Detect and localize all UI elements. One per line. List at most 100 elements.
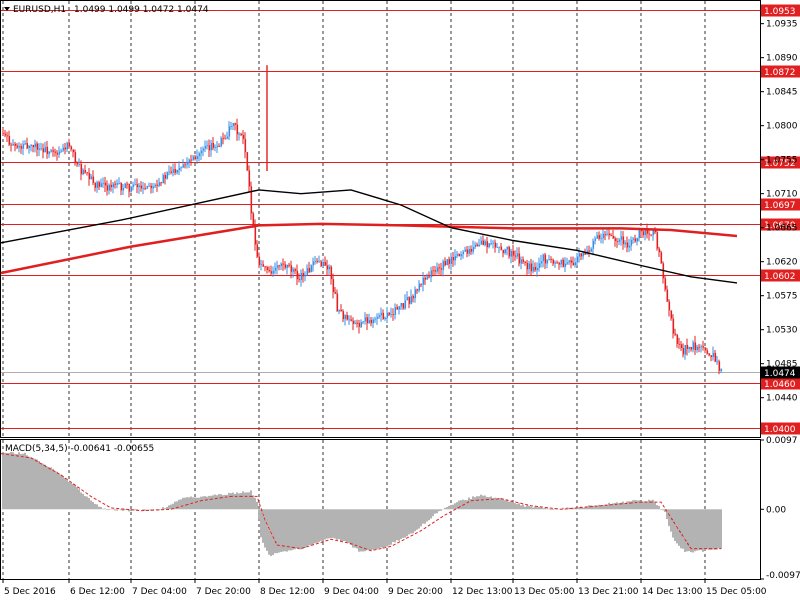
candle-body: [54, 151, 57, 153]
candle-body: [416, 289, 419, 291]
x-tick-label: 9 Dec 04:00: [324, 587, 379, 597]
y-tick-label: 1.0845: [766, 88, 798, 98]
candle-body: [608, 233, 611, 236]
candle-body: [652, 230, 655, 236]
candle-body: [328, 266, 331, 270]
candle-body: [380, 312, 383, 316]
candle-body: [486, 241, 489, 248]
candle-body: [176, 170, 179, 173]
candle-body: [592, 240, 595, 249]
candle-body: [516, 253, 519, 257]
candle-body: [42, 148, 45, 153]
candle-body: [166, 172, 169, 179]
candle-body: [274, 267, 277, 271]
candle-body: [366, 317, 369, 324]
x-tick-label: 13 Dec 21:00: [578, 587, 639, 597]
candle-body: [270, 271, 273, 274]
candle-body: [216, 145, 219, 148]
candle-body: [38, 148, 41, 150]
price-level-label: 1.0752: [764, 159, 796, 169]
candle-body: [422, 277, 425, 285]
candle-body: [618, 239, 621, 242]
candle-body: [118, 182, 121, 184]
candle-body: [492, 242, 495, 244]
macd-y-tick-label: -0.00976: [766, 571, 800, 581]
candle-body: [294, 269, 297, 271]
candle-body: [550, 259, 553, 260]
candle-body: [572, 262, 575, 266]
candle-body: [528, 263, 531, 270]
candle-body: [510, 250, 513, 257]
candle-body: [470, 248, 473, 252]
y-tick-label: 1.0440: [766, 394, 798, 404]
candle-body: [108, 184, 111, 191]
macd-label: MACD(5,34,5) -0.00641 -0.00655: [5, 444, 154, 454]
candle-body: [16, 145, 19, 148]
candle-body: [300, 272, 303, 280]
candle-body: [602, 233, 605, 239]
candle-body: [378, 315, 381, 317]
candle-body: [150, 185, 153, 189]
candle-body: [104, 182, 107, 186]
candle-body: [72, 149, 75, 153]
candle-body: [540, 261, 543, 264]
candle-body: [114, 183, 117, 185]
y-tick-label: 1.0935: [766, 20, 798, 30]
candle-body: [306, 268, 309, 276]
y-tick-label: 1.0485: [766, 360, 798, 370]
candle-body: [268, 269, 271, 272]
candle-body: [398, 306, 401, 310]
candle-body: [388, 312, 391, 315]
candle-body: [84, 170, 87, 173]
candle-body: [234, 123, 237, 125]
candle-body: [288, 264, 291, 266]
candle-body: [648, 233, 651, 235]
candle-body: [222, 138, 225, 139]
candle-body: [314, 260, 317, 262]
candle-body: [324, 262, 327, 266]
candle-body: [708, 353, 711, 356]
candle-body: [128, 183, 131, 192]
candle-body: [524, 261, 527, 263]
candle-body: [350, 319, 353, 321]
candle-body: [494, 242, 497, 248]
candle-body: [580, 253, 583, 257]
candle-body: [620, 236, 623, 240]
candle-body: [140, 185, 143, 189]
candle-body: [518, 253, 521, 264]
candle-body: [590, 248, 593, 252]
candle-body: [496, 247, 499, 248]
candle-body: [290, 265, 293, 272]
candle-body: [14, 143, 17, 146]
candle-body: [276, 265, 279, 268]
candle-body: [76, 163, 79, 165]
candle-body: [564, 263, 567, 267]
candle-body: [558, 262, 561, 265]
x-tick-label: 14 Dec 13:00: [642, 587, 703, 597]
candle-body: [382, 312, 385, 320]
candle-body: [514, 255, 517, 257]
candle-body: [78, 164, 81, 165]
candle-body: [684, 344, 687, 355]
candle-body: [352, 320, 355, 324]
candle-body: [408, 297, 411, 304]
candle-body: [712, 352, 715, 358]
candle-body: [474, 244, 477, 247]
candle-body: [690, 347, 693, 350]
candle-body: [698, 346, 701, 348]
y-tick-label: 1.0620: [766, 258, 798, 268]
candle-body: [628, 245, 631, 248]
candle-body: [254, 224, 257, 245]
candle-body: [548, 259, 551, 260]
macd-y-tick-label: 0.00: [766, 505, 786, 515]
candle-body: [500, 246, 503, 250]
candle-body: [18, 146, 21, 148]
candle-body: [296, 270, 299, 280]
candle-body: [452, 257, 455, 261]
candle-body: [132, 184, 135, 187]
candle-body: [466, 249, 469, 254]
dropdown-triangle-icon[interactable]: [4, 7, 10, 11]
moving-averages: [0, 189, 738, 284]
candle-body: [600, 238, 603, 239]
